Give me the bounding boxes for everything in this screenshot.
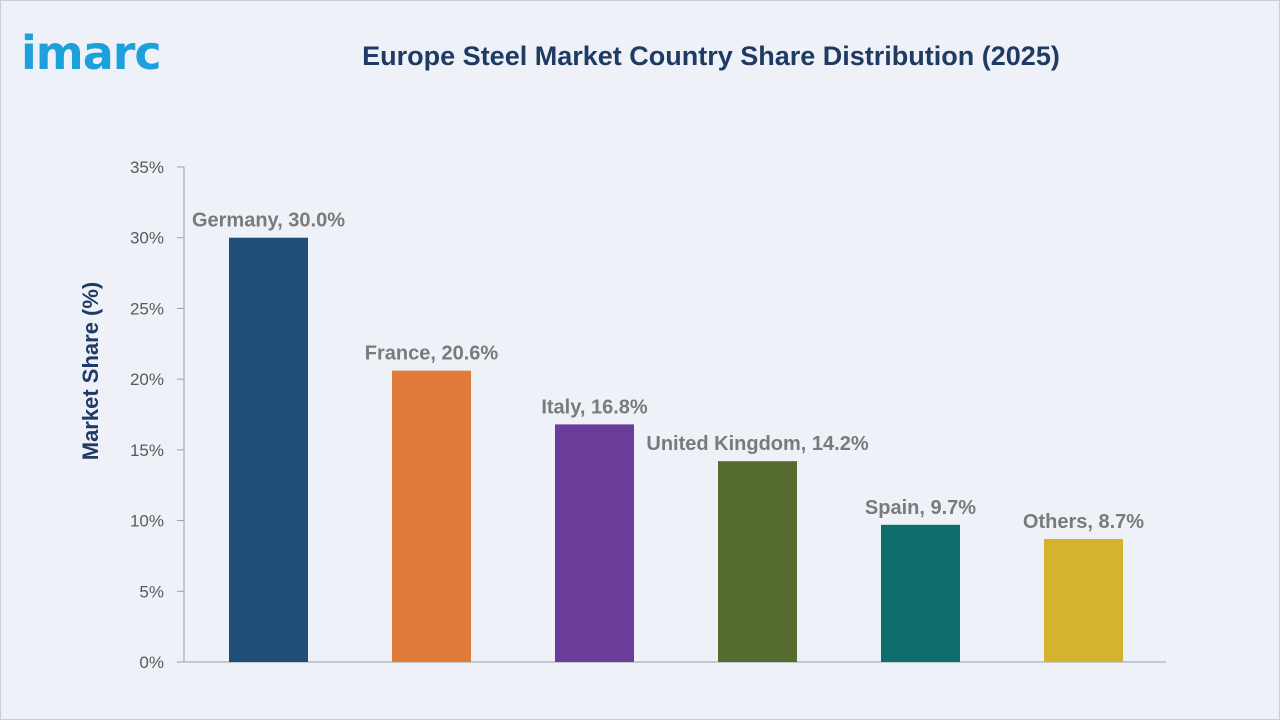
bar-others bbox=[1044, 538, 1123, 662]
y-tick-label: 0% bbox=[139, 653, 164, 672]
imarc-logo: imarc bbox=[21, 26, 211, 81]
bar-france bbox=[392, 370, 471, 662]
bars bbox=[229, 237, 1123, 662]
y-tick-label: 20% bbox=[130, 370, 164, 389]
y-tick-label: 10% bbox=[130, 512, 164, 531]
bar-spain bbox=[881, 524, 960, 662]
y-tick-label: 5% bbox=[139, 582, 164, 601]
logo-text: imarc bbox=[21, 26, 162, 80]
data-label: Spain, 9.7% bbox=[865, 497, 976, 519]
data-labels: Germany, 30.0% France, 20.6% Italy, 16.8% U… bbox=[192, 210, 1144, 533]
data-label: Italy, 16.8% bbox=[541, 396, 648, 418]
y-tick-label: 15% bbox=[130, 441, 164, 460]
y-tick-label: 30% bbox=[130, 229, 164, 248]
axes: 0% 5% 10% 15% 20% 25% 30% 35% bbox=[130, 158, 1166, 672]
data-label: Others, 8.7% bbox=[1023, 511, 1144, 533]
bar-united-kingdom bbox=[718, 461, 797, 662]
bar-italy bbox=[555, 424, 634, 662]
y-tick-label: 25% bbox=[130, 299, 164, 318]
bar-germany bbox=[229, 237, 308, 662]
data-label: United Kingdom, 14.2% bbox=[646, 433, 868, 455]
data-label: France, 20.6% bbox=[365, 343, 499, 365]
data-label: Germany, 30.0% bbox=[192, 210, 345, 232]
chart-title: Europe Steel Market Country Share Distri… bbox=[362, 41, 1060, 71]
y-axis-label: Market Share (%) bbox=[78, 282, 103, 461]
y-tick-label: 35% bbox=[130, 158, 164, 177]
